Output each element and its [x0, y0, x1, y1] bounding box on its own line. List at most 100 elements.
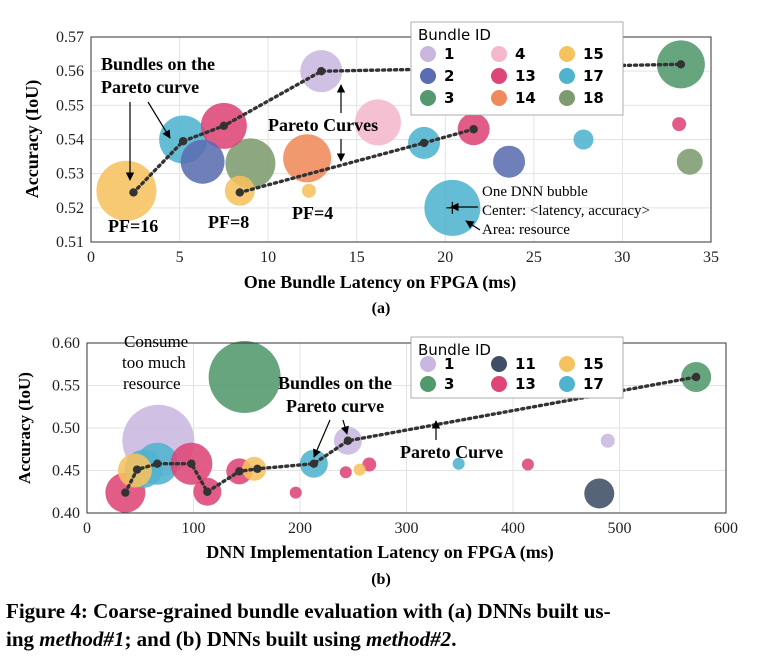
annotation-bundles-pareto-b-2: Pareto curve: [286, 396, 384, 416]
y-tick-label: 0.56: [56, 63, 84, 80]
legend-swatch-4: [491, 46, 507, 62]
legend-swatch-17: [559, 68, 575, 84]
legend-a-box: [410, 21, 624, 116]
pareto-curve-line: [123, 375, 698, 495]
legend-b-title: Bundle ID: [418, 341, 491, 359]
legend-a: Bundle ID 1 4 152 13 173 14 18: [410, 21, 624, 116]
y-tick-label: 0.50: [52, 420, 80, 437]
legend-label-11: 11: [515, 355, 536, 373]
legend-swatch-2: [420, 68, 436, 84]
legend-swatch-3: [420, 376, 436, 392]
figure-caption: Figure 4: Coarse-grained bundle evaluati…: [6, 597, 754, 653]
ticks-a: 0 5 10 15 20 25 30 35 0.51 0.52 0.53 0.54 0.55 0.56 0.…: [56, 29, 719, 266]
subplot-a: 0 5 10 15 20 25 30 35 0.51 0.52 0.53 0.54 0.55 0.56 0.…: [22, 21, 719, 317]
annotation-consume-3: resource: [123, 374, 181, 393]
ticks-b: 0 100 200 300 400 500 600 0.40 0.45 0.50 0.55 0.60: [52, 335, 738, 537]
y-tick-label: 0.40: [52, 505, 80, 522]
x-tick-label: 0: [83, 520, 91, 537]
annotation-pf16: PF=16: [108, 216, 158, 236]
x-tick-label: 10: [260, 249, 276, 266]
bubble-bundle-18: [676, 148, 703, 175]
legend-swatch-14: [491, 90, 507, 106]
legend-label-17: 17: [583, 375, 604, 393]
pareto-point: [691, 372, 701, 382]
annotation-pareto-curve-b: Pareto Curve: [400, 442, 503, 462]
legend-swatch-3: [420, 90, 436, 106]
legend-a-title: Bundle ID: [418, 26, 491, 44]
legend-label-13: 13: [515, 375, 536, 393]
annotation-consume-1: Consume: [124, 332, 188, 351]
legend-label-3: 3: [444, 89, 454, 107]
y-tick-label: 0.57: [56, 29, 84, 46]
bubble-bundle-15: [301, 183, 316, 198]
annotation-bundles-pareto-a-1: Bundles on the: [101, 54, 215, 74]
arrow-bundles-a-2: [147, 101, 171, 139]
legend-label-2: 2: [444, 67, 454, 85]
y-tick-label: 0.54: [56, 132, 84, 149]
bubble-bundle-13: [362, 457, 377, 472]
legend-swatch-1: [420, 46, 436, 62]
bubble-bundle-17: [452, 457, 465, 470]
legend-label-14: 14: [515, 89, 536, 107]
annotation-pf8: PF=8: [208, 212, 249, 232]
legend-b-entries: 1 11 153 13 17: [420, 355, 604, 393]
legend-label-13: 13: [515, 67, 536, 85]
bubble-bundle-15: [96, 160, 157, 221]
annotation-pareto-curves-a: Pareto Curves: [268, 115, 378, 135]
pareto-point: [235, 188, 244, 197]
legend-swatch-15: [559, 356, 575, 372]
legend-label-1: 1: [444, 45, 454, 63]
legend-swatch-1: [420, 356, 436, 372]
y-axis-title-a: Accuracy (IoU): [22, 80, 43, 198]
x-tick-label: 300: [395, 520, 419, 537]
subplot-label-a: (a): [372, 300, 391, 317]
caption-part-b: ; and (b) DNNs built using: [124, 627, 367, 651]
pareto-point: [203, 487, 212, 496]
figure: 0 5 10 15 20 25 30 350.510.520.530.540.550.560.…: [15, 21, 738, 588]
y-tick-label: 0.55: [56, 97, 84, 114]
pareto-point: [309, 459, 319, 468]
x-tick-label: 200: [288, 520, 312, 537]
caption-part-c: .: [451, 627, 457, 651]
pareto-point: [121, 488, 130, 497]
pareto-point: [178, 137, 188, 146]
bubbles-a: [96, 40, 705, 236]
annotation-consume-2: too much: [122, 353, 186, 372]
bubble-bundle-14: [283, 134, 332, 183]
x-tick-label: 0: [87, 249, 95, 266]
legend-label-4: 4: [515, 45, 525, 63]
annotation-bubble-3: Area: resource: [482, 222, 570, 238]
pareto-curves-b: [121, 372, 701, 497]
bubble-bundle-13: [339, 466, 352, 479]
legend-label-18: 18: [583, 89, 604, 107]
pareto-point: [469, 125, 478, 134]
bubble-bundle-2: [180, 139, 225, 184]
x-tick-label: 30: [614, 249, 630, 266]
y-tick-label: 0.51: [56, 234, 84, 251]
annotation-bundles-pareto-b-1: Bundles on the: [278, 373, 392, 393]
bubble-bundle-4: [354, 99, 401, 146]
pareto-point: [253, 464, 262, 473]
pareto-point: [343, 436, 353, 445]
annotation-bundles-pareto-a-2: Pareto curve: [101, 77, 199, 97]
x-tick-label: 15: [349, 249, 365, 266]
legend-label-17: 17: [583, 67, 604, 85]
subplot-b: 0 100 200 300 400 500 6000.400.450.500.550.60 …: [15, 332, 738, 588]
bubble-bundle-2: [493, 145, 526, 178]
x-axis-title-b: DNN Implementation Latency on FPGA (ms): [206, 542, 553, 563]
legend-swatch-13: [491, 68, 507, 84]
legend-swatch-11: [491, 356, 507, 372]
bubble-bundle-1: [600, 433, 615, 448]
caption-line-1: Figure 4: Coarse-grained bundle evaluati…: [6, 599, 611, 623]
legend-label-1: 1: [444, 355, 454, 373]
arrow-bundles-b-1: [313, 419, 331, 458]
bubble-bundle-17: [573, 129, 594, 150]
caption-method2: method#2: [366, 627, 452, 651]
legend-b: Bundle ID 1 11 153 13 17: [410, 336, 624, 399]
y-tick-label: 0.53: [56, 166, 84, 183]
subplot-label-b: (b): [371, 571, 391, 588]
annotation-pf4: PF=4: [292, 203, 333, 223]
x-tick-label: 400: [501, 520, 525, 537]
legend-label-15: 15: [583, 45, 604, 63]
bubble-bundle-13: [289, 486, 302, 499]
